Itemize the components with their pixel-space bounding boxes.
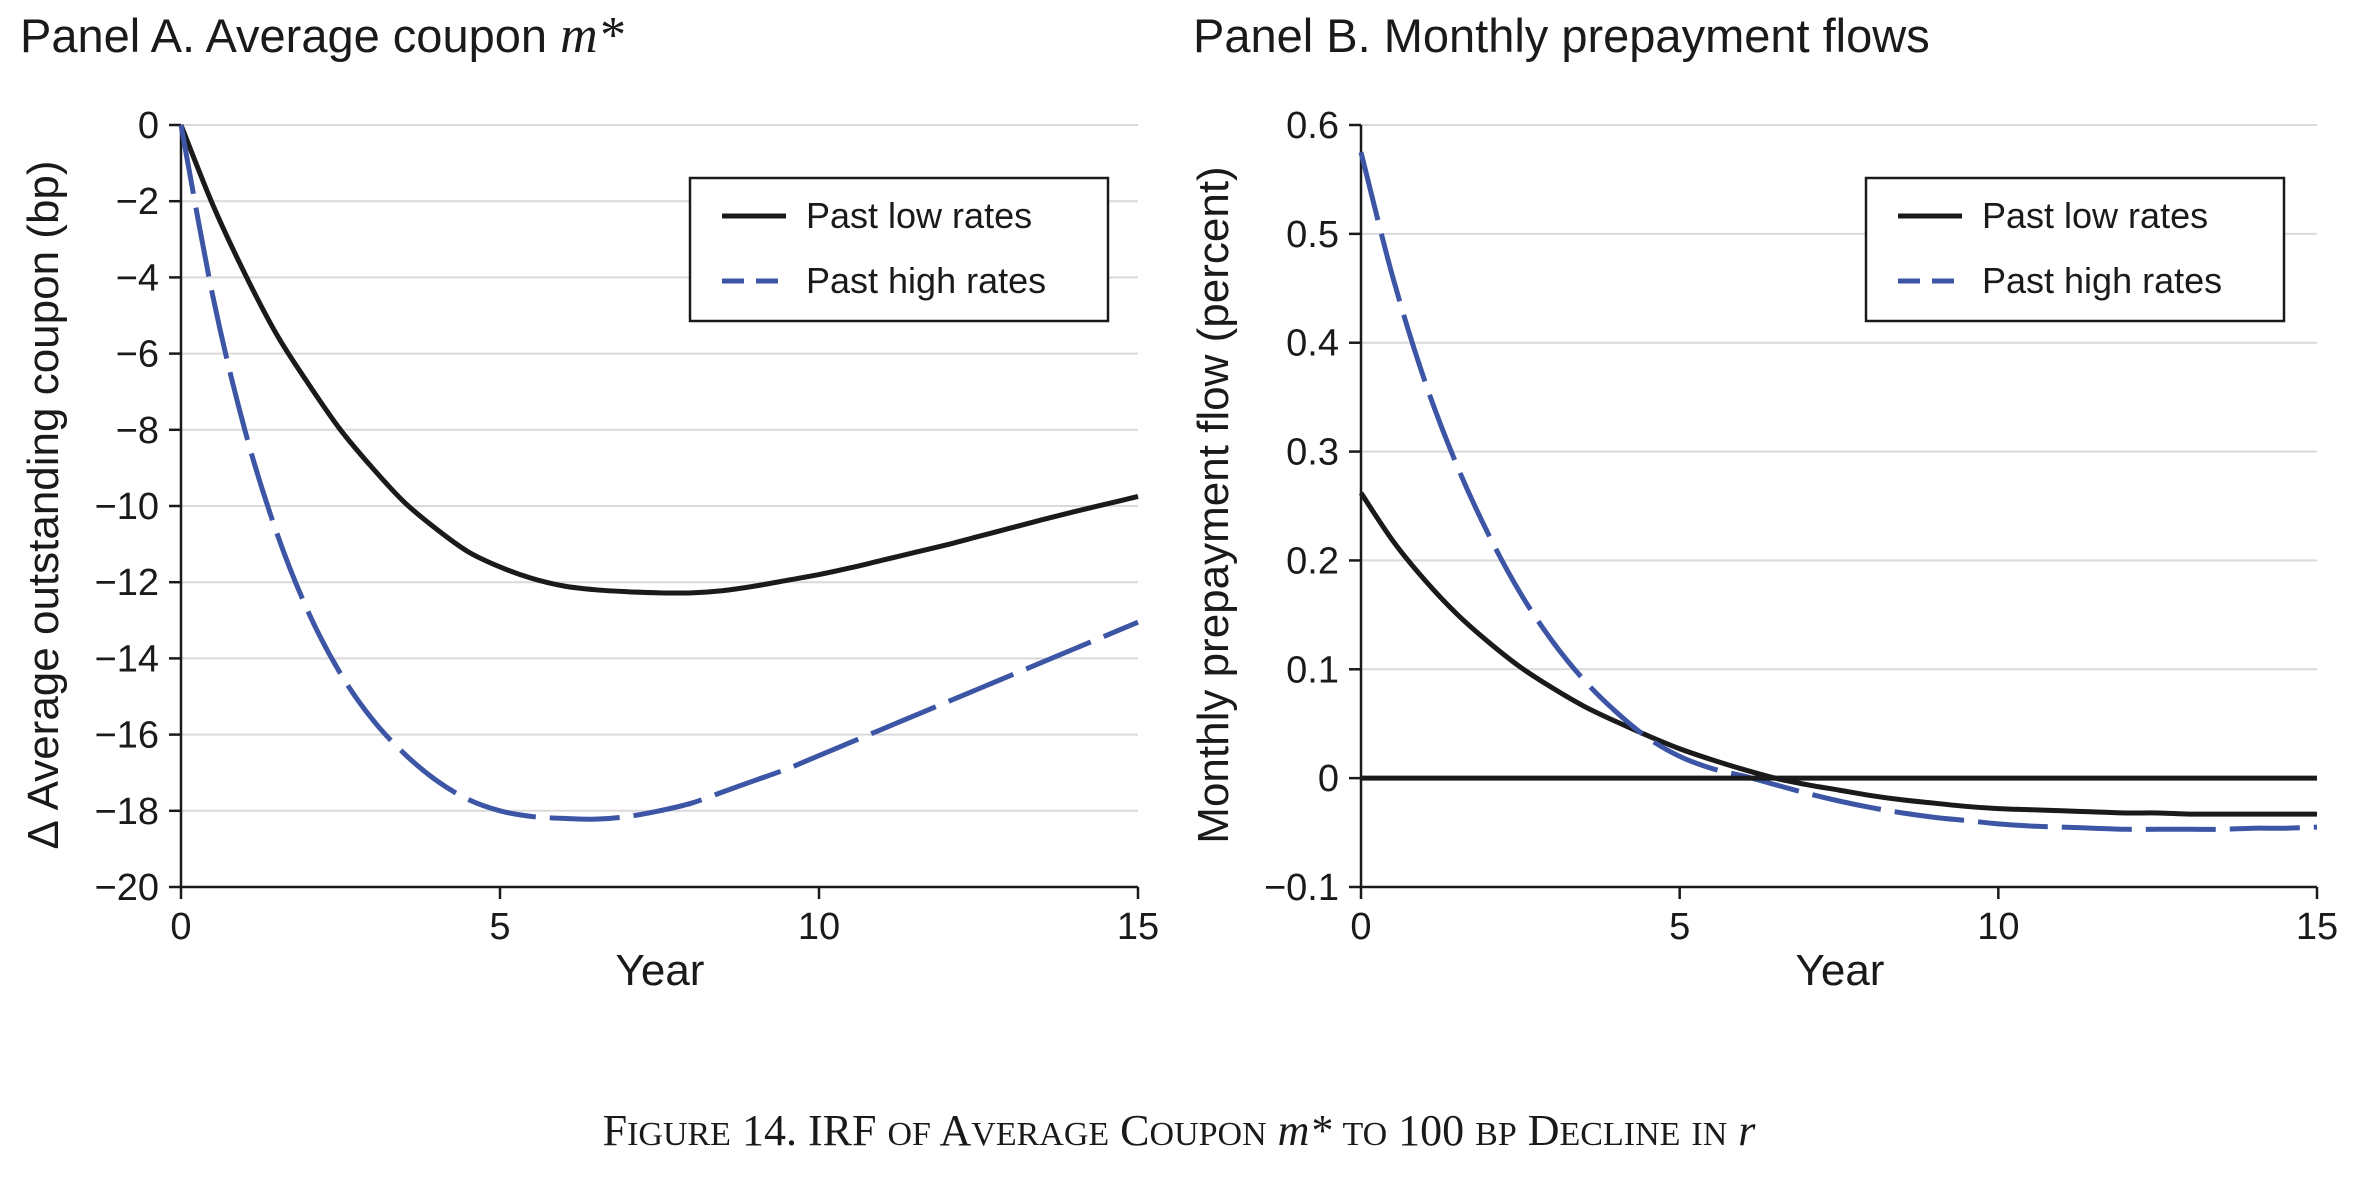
y-tick-label: −10 xyxy=(95,486,159,528)
panel-a: Panel A. Average coupon m* 0 −2 −4 −6 −8 −10 −… xyxy=(19,7,1159,995)
panel-b-tick-labels: 0.6 0.5 0.4 0.3 0.2 0.1 0 −0.1 0 5 10 15 xyxy=(1264,105,2338,948)
legend-box xyxy=(688,176,1110,323)
panel-b-axes xyxy=(1349,123,2319,899)
panel-b-x-axis-label: Year xyxy=(1796,946,1885,995)
x-tick-label: 0 xyxy=(170,906,191,948)
panel-b-series xyxy=(1358,151,2318,832)
series-line-past-high-rates xyxy=(1358,151,2318,832)
panel-b-legend: Past low rates Past high rates xyxy=(1864,176,2286,323)
x-tick-label: 0 xyxy=(1350,906,1371,948)
legend-label-past-low: Past low rates xyxy=(806,195,1032,236)
panel-a-series xyxy=(178,124,1139,822)
y-tick-label: −4 xyxy=(116,257,159,299)
y-tick-label: −6 xyxy=(116,334,159,376)
panel-a-gridlines xyxy=(181,124,1138,812)
series-line-past-low-rates xyxy=(1358,491,2317,817)
panel-a-y-axis-label: Δ Average outstanding coupon (bp) xyxy=(19,160,68,849)
legend-label-past-low: Past low rates xyxy=(1982,195,2208,236)
series-line-past-low-rates xyxy=(178,124,1139,596)
y-tick-label: 0 xyxy=(138,105,159,147)
y-tick-label: −8 xyxy=(116,410,159,452)
y-tick-label: 0.1 xyxy=(1286,649,1339,691)
series-line-past-high-rates xyxy=(178,124,1139,822)
y-tick-label: 0.5 xyxy=(1286,214,1339,256)
legend-label-past-high: Past high rates xyxy=(1982,260,2222,301)
y-tick-label: −2 xyxy=(116,181,159,223)
panel-b-title: Panel B. Monthly prepayment flows xyxy=(1193,9,1930,62)
y-tick-label: −0.1 xyxy=(1264,867,1339,909)
x-tick-label: 15 xyxy=(1117,906,1159,948)
panel-a-x-axis-label: Year xyxy=(616,946,705,995)
x-tick-label: 5 xyxy=(489,906,510,948)
y-tick-label: 0.4 xyxy=(1286,323,1339,365)
y-tick-label: 0.3 xyxy=(1286,432,1339,474)
x-tick-label: 15 xyxy=(2296,906,2338,948)
y-tick-label: −12 xyxy=(95,562,159,604)
axis-lines xyxy=(179,125,1138,889)
panel-b-y-axis-label: Monthly prepayment flow (percent) xyxy=(1189,166,1238,843)
panel-a-legend: Past low rates Past high rates xyxy=(688,176,1110,323)
y-tick-label: 0 xyxy=(1318,758,1339,800)
panel-a-axes xyxy=(169,123,1140,899)
y-tick-label: 0.2 xyxy=(1286,540,1339,582)
y-tick-label: −16 xyxy=(95,715,159,757)
axis-lines xyxy=(1359,125,2317,889)
x-tick-label: 5 xyxy=(1669,906,1690,948)
y-tick-label: −20 xyxy=(95,867,159,909)
y-tick-label: −18 xyxy=(95,791,159,833)
x-tick-label: 10 xyxy=(798,906,840,948)
y-tick-label: −14 xyxy=(95,638,159,680)
panel-a-title: Panel A. Average coupon m* xyxy=(20,7,624,64)
legend-box xyxy=(1864,176,2286,323)
panel-a-tick-labels: 0 −2 −4 −6 −8 −10 −12 −14 −16 −18 −20 0 5 10 15 xyxy=(95,105,1160,948)
panel-b: Panel B. Monthly prepayment flows 0.6 0.5… xyxy=(1189,9,2338,995)
x-tick-label: 10 xyxy=(1977,906,2019,948)
figure-caption: FIGURE 14. IRF OF AVERAGE COUPON m* TO 1… xyxy=(603,1106,1757,1155)
legend-label-past-high: Past high rates xyxy=(806,260,1046,301)
y-tick-label: 0.6 xyxy=(1286,105,1339,147)
